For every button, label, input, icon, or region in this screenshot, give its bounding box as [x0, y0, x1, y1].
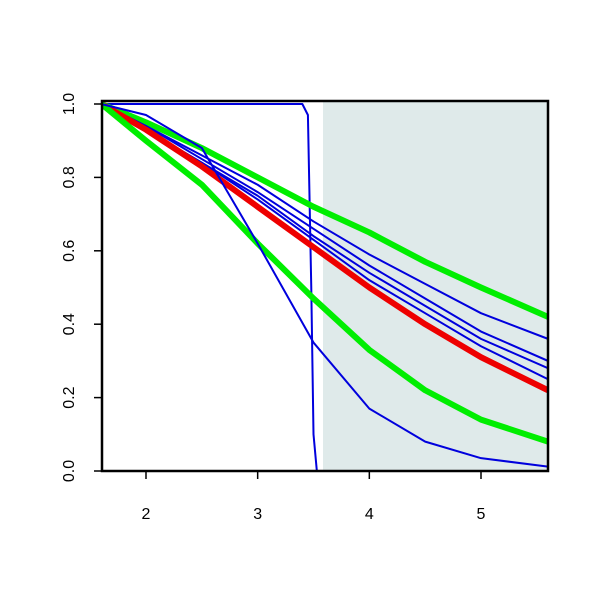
x-tick-label: 5 [477, 506, 486, 523]
plot-area [102, 101, 548, 471]
x-tick-label: 3 [253, 506, 262, 523]
axes-box [100, 99, 550, 473]
series-line [102, 103, 548, 362]
y-tick-label: 0.8 [61, 166, 78, 188]
series-line [102, 101, 548, 320]
series-line [102, 101, 548, 393]
series-line [102, 103, 548, 468]
series-line [102, 103, 548, 471]
x-tick-label: 2 [142, 506, 151, 523]
y-tick-label: 0.2 [61, 386, 78, 408]
y-tick-label: 0.4 [61, 313, 78, 335]
series-line [102, 101, 548, 445]
y-tick-label: 0.6 [61, 240, 78, 262]
y-tick-label: 1.0 [61, 93, 78, 115]
y-tick-label: 0.0 [61, 460, 78, 482]
shaded-region [322, 101, 548, 471]
x-tick-label: 4 [365, 506, 374, 523]
series-line [102, 103, 548, 340]
